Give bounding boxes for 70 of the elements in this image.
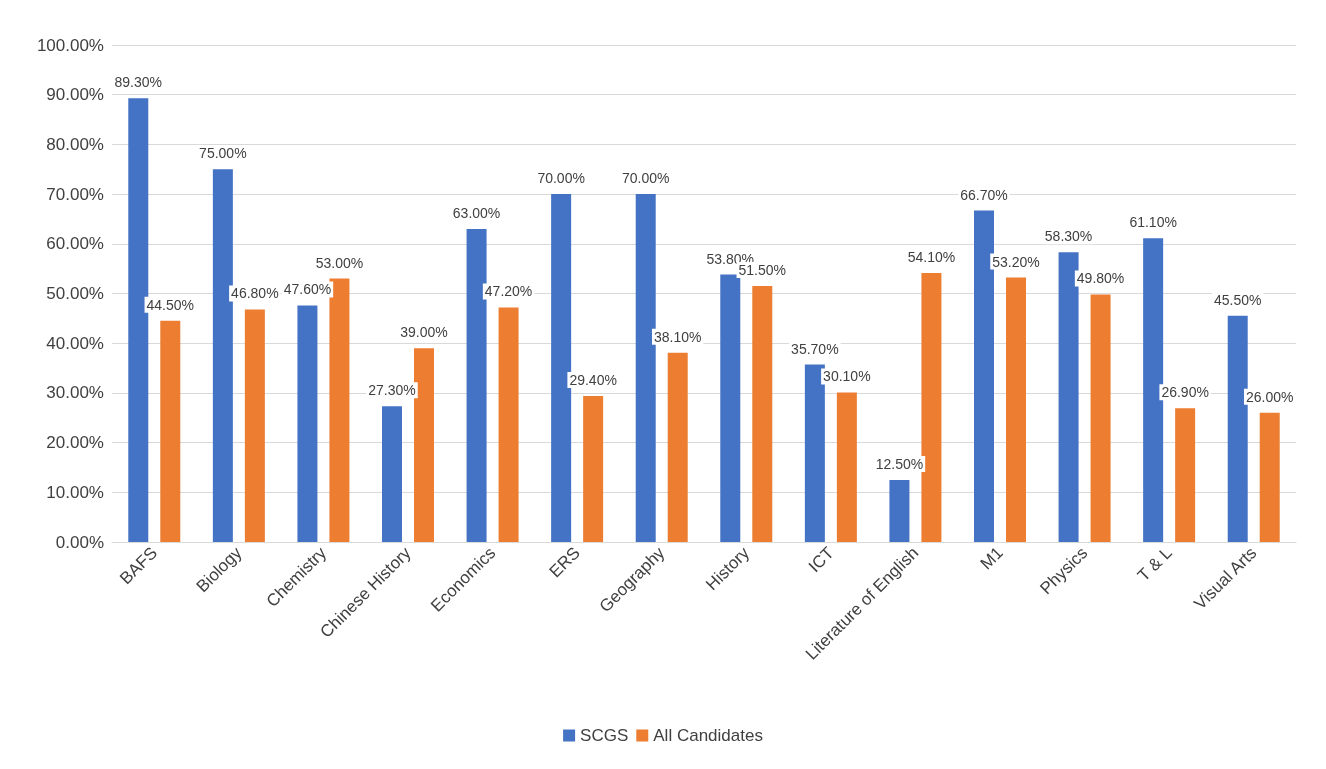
bar (297, 305, 318, 542)
data-label: 45.50% (1213, 291, 1262, 308)
y-tick-label: 100.00% (36, 35, 104, 55)
data-label: 47.60% (283, 281, 332, 298)
data-label: 47.20% (484, 283, 533, 300)
data-label: 38.10% (653, 328, 702, 345)
bar (1227, 315, 1248, 542)
bar (720, 274, 741, 542)
bar (1090, 294, 1111, 542)
data-label: 27.30% (368, 382, 416, 399)
y-tick-label: 70.00% (46, 184, 104, 204)
bar (1175, 408, 1196, 542)
data-label: 44.50% (146, 296, 195, 313)
data-label: 12.50% (875, 455, 924, 472)
data-label: 66.70% (960, 186, 1008, 203)
bar (635, 194, 656, 542)
x-tick-label: M1 (976, 543, 1007, 574)
bar (382, 406, 402, 542)
bar (1143, 238, 1164, 542)
bar (921, 273, 942, 542)
y-tick-label: 50.00% (46, 284, 104, 303)
data-label: 75.00% (199, 145, 247, 162)
data-label: 70.00% (621, 170, 670, 187)
bar (160, 320, 181, 542)
data-label: 89.30% (114, 74, 163, 91)
bar (1058, 252, 1079, 542)
bar (667, 352, 688, 542)
y-tick-label: 30.00% (46, 383, 104, 403)
bar (414, 348, 434, 542)
bar (244, 309, 265, 542)
y-tick-label: 0.00% (55, 532, 104, 552)
legend-label: SCGS (580, 726, 629, 745)
data-label: 29.40% (569, 371, 617, 388)
bar (583, 395, 604, 542)
bar (836, 392, 857, 542)
data-label: 70.00% (537, 170, 585, 187)
data-label: 39.00% (400, 324, 448, 341)
data-label: 51.50% (738, 262, 787, 279)
data-label: 49.80% (1076, 270, 1125, 287)
bar (889, 479, 910, 542)
data-label: 53.00% (315, 254, 364, 271)
data-label: 35.70% (791, 340, 839, 357)
bar (498, 307, 519, 542)
data-label: 46.80% (231, 285, 279, 302)
bar (804, 364, 825, 542)
bar (974, 210, 994, 542)
x-tick-label: T & L (1133, 543, 1176, 586)
bar (551, 194, 572, 542)
data-label: 53.20% (992, 253, 1040, 270)
data-label: 61.10% (1129, 214, 1177, 231)
data-label: 63.00% (452, 204, 501, 221)
x-tick-label: ICT (804, 543, 838, 577)
bar (1259, 412, 1280, 542)
y-tick-label: 10.00% (46, 482, 104, 502)
y-tick-label: 90.00% (46, 85, 104, 105)
bar (466, 228, 487, 542)
data-label: 30.10% (823, 368, 871, 385)
legend-label: All Candidates (653, 726, 763, 745)
data-label: 26.90% (1161, 384, 1209, 401)
bar (1006, 277, 1026, 542)
data-label: 54.10% (907, 249, 956, 266)
bar (212, 169, 233, 542)
y-tick-label: 40.00% (46, 333, 104, 353)
data-label: 58.30% (1044, 228, 1093, 245)
y-tick-label: 60.00% (46, 234, 104, 254)
bar (329, 278, 350, 542)
bar (752, 286, 773, 542)
y-tick-label: 80.00% (46, 134, 104, 154)
y-tick-label: 20.00% (46, 433, 104, 453)
data-label: 26.00% (1245, 388, 1294, 405)
